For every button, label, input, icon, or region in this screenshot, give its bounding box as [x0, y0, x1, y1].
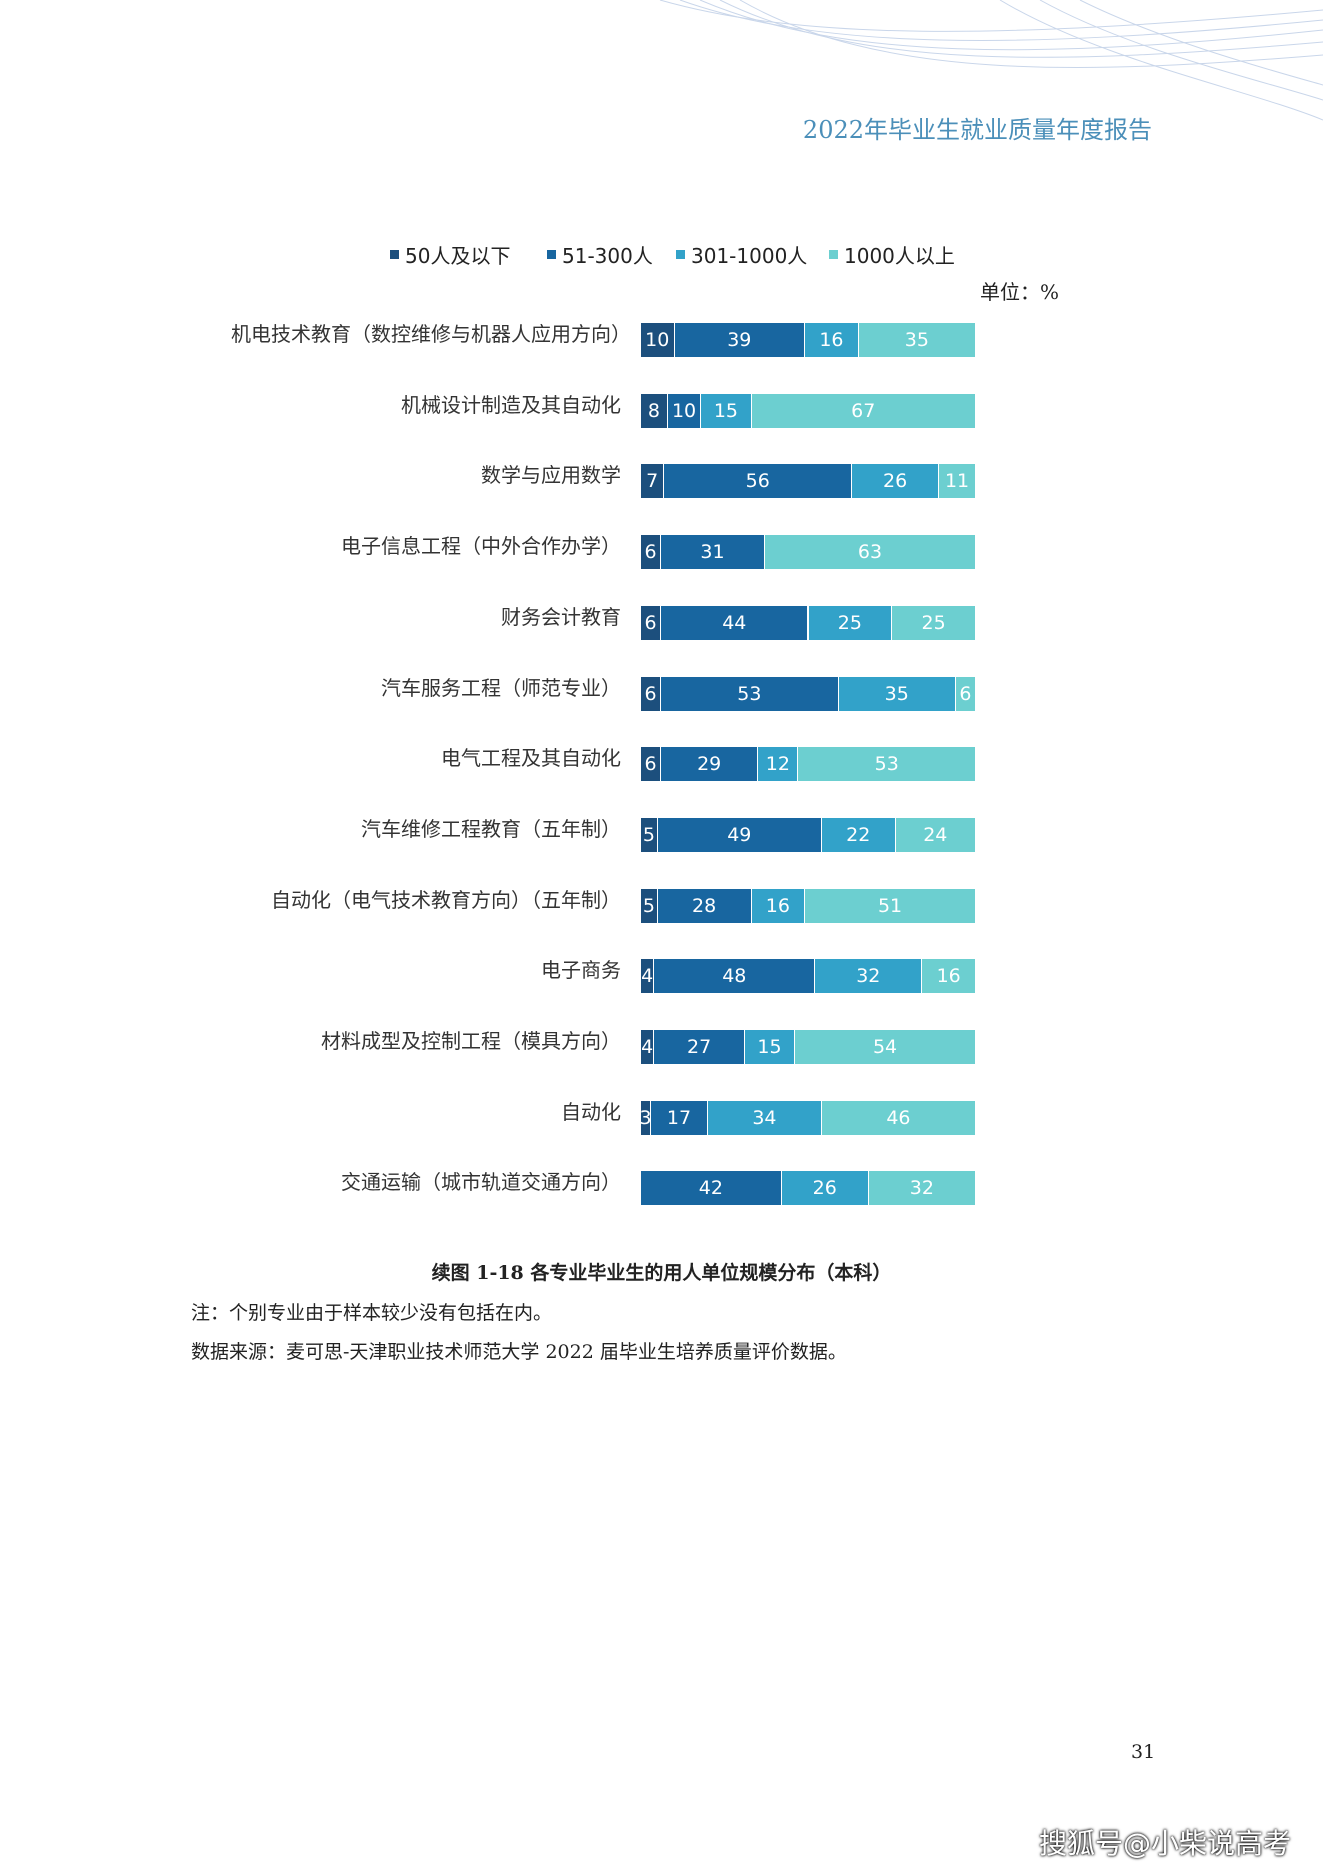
- bar-segment: 15: [701, 393, 752, 428]
- legend-item: 50人及以下: [390, 240, 510, 269]
- bar-segment: 6: [955, 676, 976, 711]
- category-label: 机械设计制造及其自动化: [401, 392, 621, 417]
- bar-segment: 16: [922, 959, 976, 994]
- bar-segment: 4: [641, 1030, 655, 1064]
- bar-segment: 3: [641, 1100, 652, 1135]
- bar-segment: 35: [838, 676, 956, 711]
- bar-segment: 11: [939, 464, 976, 499]
- category-label: 机电技术教育（数控维修与机器人应用方向）: [231, 322, 631, 346]
- legend-label: 51-300人: [562, 244, 653, 268]
- bar-segment: 26: [781, 1171, 869, 1206]
- legend-item: 51-300人: [547, 240, 653, 269]
- category-label: 自动化（电气技术教育方向）（五年制）: [271, 887, 621, 912]
- bar-segment: 53: [661, 676, 839, 711]
- bar-segment: 31: [661, 535, 765, 570]
- bar-segment: 49: [657, 817, 822, 852]
- bar-segment: 24: [895, 817, 976, 852]
- bar-segment: 6: [641, 535, 662, 570]
- bar-segment: 53: [798, 747, 976, 782]
- bar-segment: 46: [821, 1100, 976, 1135]
- legend-item: 1000人以上: [829, 240, 955, 269]
- legend-label: 50人及以下: [405, 244, 511, 268]
- bar-segment: 8: [641, 393, 668, 428]
- bar-segment: 26: [852, 464, 940, 499]
- bar-segment: 48: [654, 959, 816, 994]
- category-label: 汽车服务工程（师范专业）: [381, 675, 621, 700]
- legend-item: 301-1000人: [676, 240, 807, 269]
- category-label: 材料成型及控制工程（模具方向）: [321, 1029, 621, 1053]
- legend-swatch: [676, 250, 685, 259]
- category-label: 自动化: [561, 1099, 621, 1124]
- bar-segment: 63: [764, 535, 976, 570]
- category-label: 电子信息工程（中外合作办学）: [341, 534, 621, 559]
- category-label: 交通运输（城市轨道交通方向）: [341, 1170, 621, 1195]
- decoration: [659, 0, 1323, 121]
- bar-segment: 6: [641, 676, 662, 711]
- bar-segment: 6: [641, 605, 662, 640]
- bar-segment: 35: [858, 323, 976, 357]
- legend-swatch: [390, 250, 399, 259]
- bar-segment: 12: [758, 747, 799, 782]
- bar-segment: 29: [661, 747, 759, 782]
- bar-segment: 17: [651, 1100, 708, 1135]
- legend-label: 301-1000人: [691, 244, 808, 268]
- bar-segment: 25: [892, 605, 976, 640]
- note: 注：个别专业由于样本较少没有包括在内。: [191, 1302, 553, 1324]
- bar-segment: 42: [641, 1171, 782, 1206]
- bar-segment: 51: [805, 888, 976, 923]
- header-title: 2022年毕业生就业质量年度报告: [802, 116, 1152, 144]
- bar-segment: 44: [661, 605, 809, 640]
- bar-segment: 32: [868, 1171, 976, 1206]
- bar-segment: 4: [641, 959, 655, 994]
- bar-segment: 7: [641, 464, 665, 499]
- category-label: 电子商务: [541, 958, 621, 983]
- page-number: 31: [1131, 1741, 1156, 1763]
- bar-segment: 56: [664, 464, 853, 499]
- bar-segment: 15: [744, 1030, 796, 1064]
- bar-segment: 5: [641, 817, 658, 852]
- category-label: 电气工程及其自动化: [441, 746, 621, 771]
- watermark: 搜狐号@小柴说高考: [1038, 1827, 1291, 1860]
- bar-segment: 10: [641, 323, 675, 357]
- bar-segment: 25: [808, 605, 893, 640]
- bar-segment: 10: [667, 393, 702, 428]
- legend-label: 1000人以上: [844, 244, 955, 268]
- category-label: 汽车维修工程教育（五年制）: [361, 816, 621, 841]
- bar-segment: 34: [708, 1100, 822, 1135]
- legend-swatch: [547, 250, 556, 259]
- bar-segment: 27: [654, 1030, 745, 1064]
- bar-segment: 32: [815, 959, 923, 994]
- note: 数据来源：麦可思-天津职业技术师范大学 2022 届毕业生培养质量评价数据。: [191, 1341, 847, 1363]
- bar-segment: 16: [805, 323, 859, 357]
- bar-segment: 67: [751, 393, 976, 428]
- category-label: 数学与应用数学: [481, 463, 621, 488]
- bar-segment: 28: [657, 888, 752, 923]
- legend-swatch: [829, 250, 838, 259]
- chart: 50人及以下 51-300人 301-1000人 1000人以上单位：% 机电技术教育（…: [231, 240, 1060, 1206]
- category-label: 财务会计教育: [501, 604, 621, 629]
- bar-segment: 5: [641, 888, 658, 923]
- bar-segment: 54: [795, 1030, 976, 1064]
- unit-label: 单位：%: [980, 280, 1060, 304]
- bar-segment: 39: [674, 323, 806, 357]
- bar-segment: 22: [821, 817, 896, 852]
- caption: 续图 1-18 各专业毕业生的用人单位规模分布（本科）: [431, 1262, 892, 1284]
- bar-segment: 6: [641, 747, 662, 782]
- bar-segment: 16: [751, 888, 806, 923]
